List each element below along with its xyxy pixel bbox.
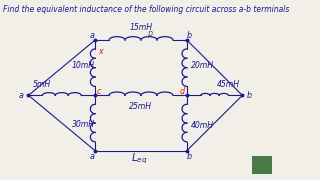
Text: 20mH: 20mH [191, 61, 214, 70]
Text: d: d [180, 87, 185, 96]
Text: 30mH: 30mH [72, 120, 95, 129]
Text: 10mH: 10mH [72, 61, 95, 70]
Text: 5mH: 5mH [33, 80, 51, 89]
Text: 15mH: 15mH [129, 23, 153, 32]
Text: 45mH: 45mH [217, 80, 240, 89]
FancyBboxPatch shape [252, 156, 271, 174]
Text: a: a [89, 31, 94, 40]
Text: b: b [187, 31, 192, 40]
Text: 40mH: 40mH [191, 121, 214, 130]
Text: a: a [89, 152, 94, 161]
Text: p: p [147, 29, 152, 38]
Text: a: a [19, 91, 24, 100]
Text: Find the equivalent inductance of the following circuit across a-b terminals: Find the equivalent inductance of the fo… [4, 5, 290, 14]
Text: 25mH: 25mH [129, 102, 153, 111]
Text: c: c [97, 87, 101, 96]
Text: b: b [247, 91, 252, 100]
Text: b: b [187, 152, 192, 161]
Text: x: x [98, 47, 103, 56]
Text: $L_{eq}$: $L_{eq}$ [131, 152, 148, 166]
